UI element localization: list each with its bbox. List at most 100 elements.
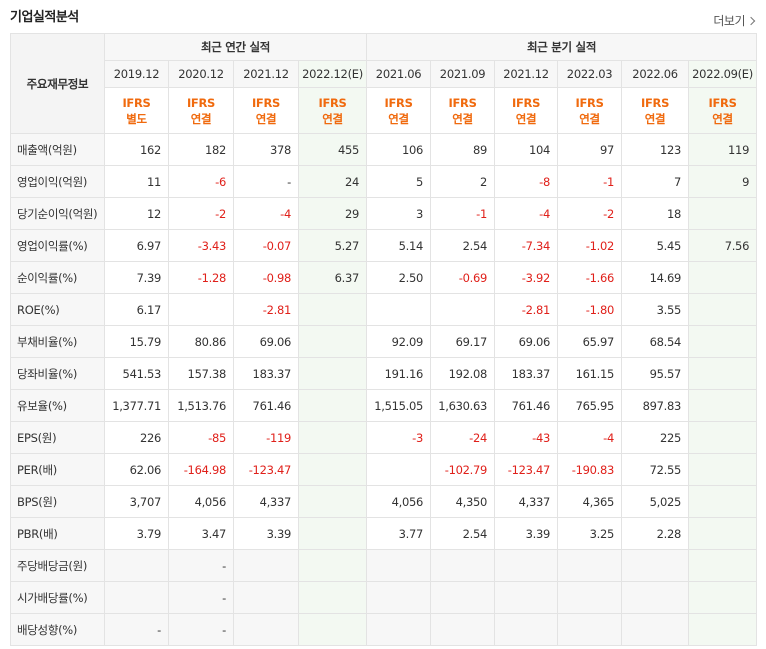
value-cell: 11: [104, 165, 169, 198]
value-cell: -1.28: [168, 261, 234, 294]
value-cell: 541.53: [104, 357, 169, 390]
value-cell: 2: [430, 165, 496, 198]
value-cell: -3: [366, 421, 432, 454]
row-label: 매출액(억원): [10, 133, 105, 166]
row-label: 당좌비율(%): [10, 357, 105, 390]
value-cell: -1.02: [557, 229, 623, 262]
data-row: 부채비율(%) 15.79 80.86 69.06 92.09 69.17 69.06 65.…: [10, 325, 758, 358]
value-cell: 761.46: [233, 389, 299, 422]
value-cell: [233, 581, 299, 614]
value-cell: [688, 197, 758, 230]
value-cell: 3.47: [168, 517, 234, 550]
value-cell: 5,025: [621, 485, 690, 518]
value-cell: -4: [557, 421, 623, 454]
value-cell: [233, 549, 299, 582]
value-cell: -: [168, 549, 234, 582]
value-cell: 69.06: [494, 325, 559, 358]
basis: 연결: [515, 111, 537, 126]
financial-table: 주요재무정보 최근 연간 실적 최근 분기 실적 2019.12 2020.12 2021…: [10, 33, 758, 646]
standard-header: IFRS 연결: [430, 87, 496, 134]
standard: IFRS: [186, 95, 216, 110]
period-header: 2021.09: [430, 60, 496, 88]
value-cell: 3.55: [621, 293, 690, 326]
data-row: PER(배) 62.06 -164.98 -123.47 -102.79 -123.47-…: [10, 453, 758, 486]
period-header: 2021.12: [494, 60, 559, 88]
data-row: 시가배당률(%) -: [10, 581, 758, 614]
value-cell: [366, 293, 432, 326]
header-row: 주요재무정보 최근 연간 실적 최근 분기 실적: [10, 33, 758, 134]
table-body: 매출액(억원) 162 182 378 455 106 89 104 97 123 119 영업이익(…: [10, 133, 758, 646]
standard: IFRS: [511, 95, 541, 110]
value-cell: -119: [233, 421, 299, 454]
basis: 연결: [190, 111, 212, 126]
value-cell: [297, 613, 368, 646]
row-label: 영업이익률(%): [10, 229, 105, 262]
period-header: 2022.09(E): [688, 60, 758, 88]
value-cell: [430, 581, 496, 614]
value-cell: 2.50: [366, 261, 432, 294]
basis: 연결: [255, 111, 277, 126]
value-cell: 161.15: [557, 357, 623, 390]
standard-header: IFRS 연결: [688, 87, 758, 134]
value-cell: [297, 293, 368, 326]
value-cell: 157.38: [168, 357, 234, 390]
value-cell: -2.81: [233, 293, 299, 326]
value-cell: -0.07: [233, 229, 299, 262]
value-cell: 3,707: [104, 485, 169, 518]
period-header: 2021.12: [233, 60, 299, 88]
value-cell: 5.14: [366, 229, 432, 262]
value-cell: 24: [297, 165, 368, 198]
value-cell: [104, 581, 169, 614]
value-cell: -2: [557, 197, 623, 230]
value-cell: 97: [557, 133, 623, 166]
value-cell: 3.25: [557, 517, 623, 550]
value-cell: -123.47: [233, 453, 299, 486]
value-cell: -123.47: [494, 453, 559, 486]
basis: 연결: [712, 111, 733, 126]
value-cell: 2.28: [621, 517, 690, 550]
value-cell: 7.56: [688, 229, 758, 262]
value-cell: -102.79: [430, 453, 496, 486]
value-cell: [430, 549, 496, 582]
basis: 연결: [579, 111, 600, 126]
value-cell: -2: [168, 197, 234, 230]
value-cell: [688, 613, 758, 646]
value-cell: [297, 517, 368, 550]
value-cell: 378: [233, 133, 299, 166]
value-cell: -1.80: [557, 293, 623, 326]
value-cell: 4,365: [557, 485, 623, 518]
value-cell: [688, 357, 758, 390]
value-cell: -7.34: [494, 229, 559, 262]
period-header: 2022.12(E): [297, 60, 368, 88]
data-row: 순이익률(%) 7.39 -1.28 -0.98 6.37 2.50 -0.69 -3.92-…: [10, 261, 758, 294]
value-cell: 4,350: [430, 485, 496, 518]
row-label: 당기순이익(억원): [10, 197, 105, 230]
standard: IFRS: [575, 95, 604, 110]
value-cell: -4: [494, 197, 559, 230]
value-cell: [688, 453, 758, 486]
value-cell: -3.43: [168, 229, 234, 262]
value-cell: [494, 613, 559, 646]
period-header: 2019.12: [104, 60, 169, 88]
standard: IFRS: [708, 95, 737, 110]
value-cell: [297, 389, 368, 422]
value-cell: 3.79: [104, 517, 169, 550]
value-cell: [168, 293, 234, 326]
value-cell: 192.08: [430, 357, 496, 390]
value-cell: [688, 581, 758, 614]
value-cell: [366, 453, 432, 486]
value-cell: -1.66: [557, 261, 623, 294]
standard-header: IFRS 연결: [233, 87, 299, 134]
more-link[interactable]: 더보기: [713, 12, 754, 29]
value-cell: [557, 581, 623, 614]
value-cell: 95.57: [621, 357, 690, 390]
period-header: 2021.06: [366, 60, 432, 88]
value-cell: 455: [297, 133, 368, 166]
value-cell: 183.37: [494, 357, 559, 390]
value-cell: -164.98: [168, 453, 234, 486]
value-cell: 5.45: [621, 229, 690, 262]
data-row: 영업이익(억원) 11 -6-24 5 2 -8 -1 7 9: [10, 165, 758, 198]
value-cell: 4,337: [494, 485, 559, 518]
value-cell: [366, 549, 432, 582]
